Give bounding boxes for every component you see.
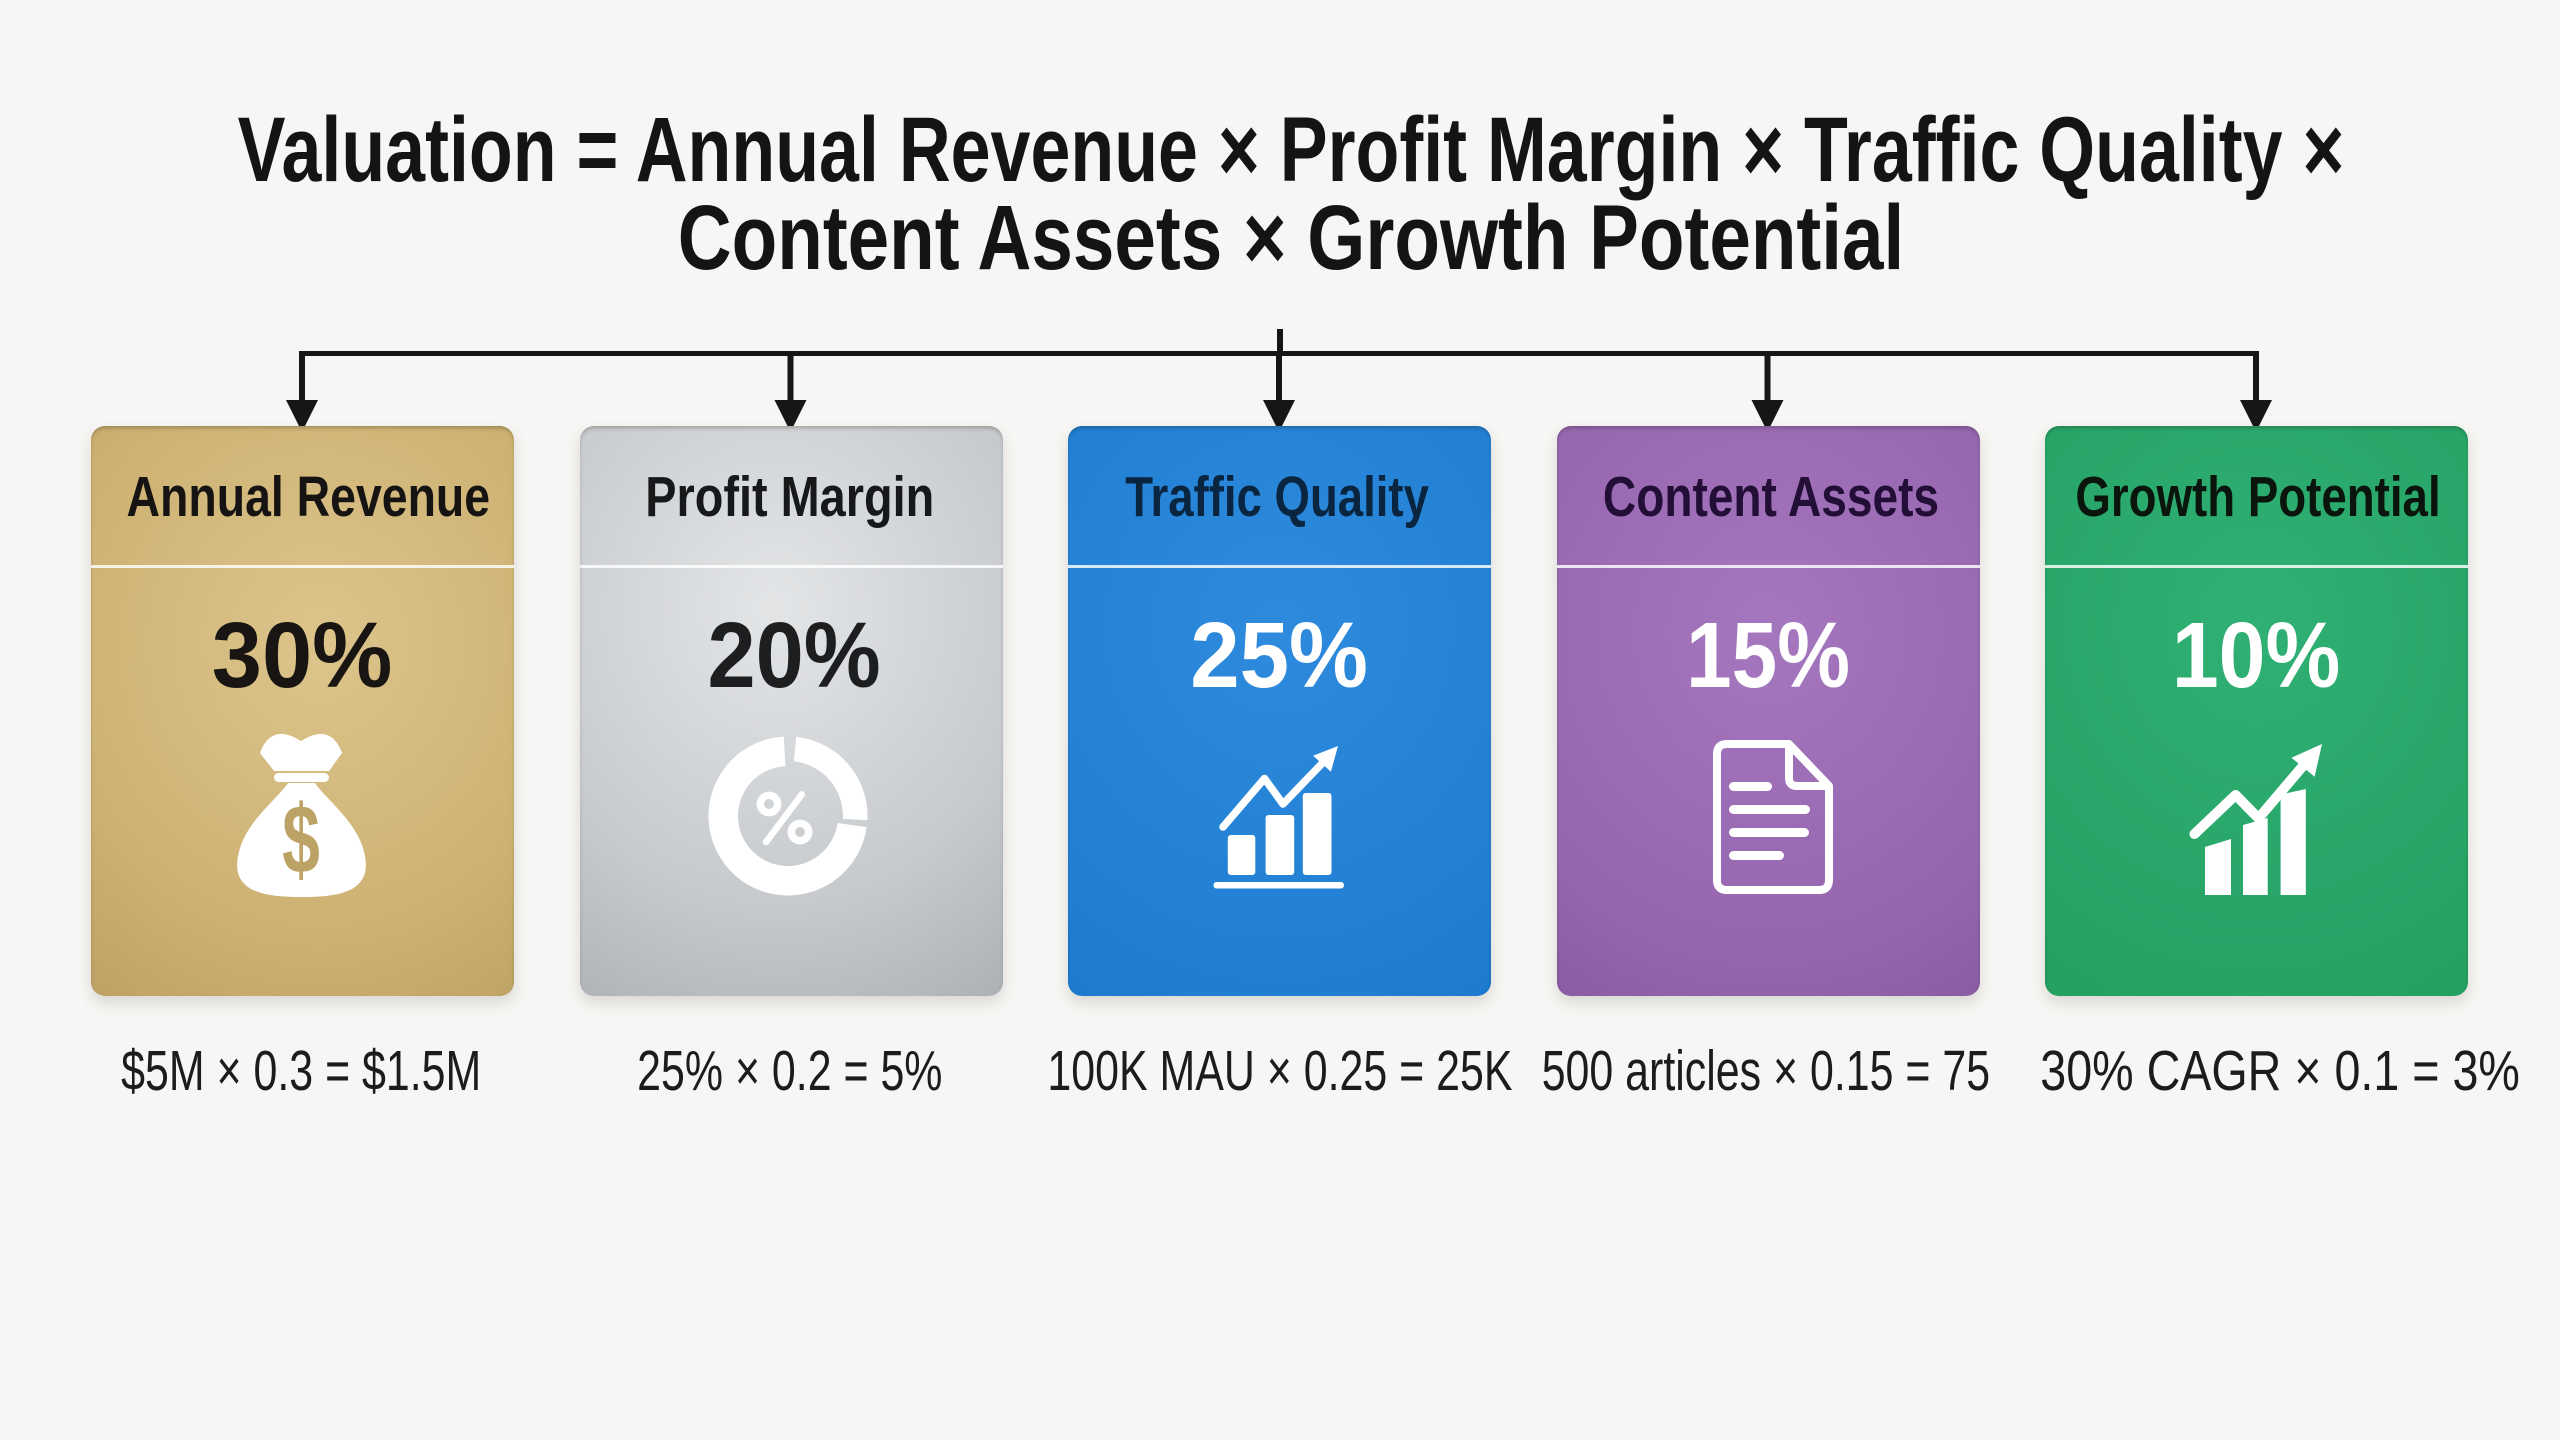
svg-text:$: $	[282, 785, 320, 894]
